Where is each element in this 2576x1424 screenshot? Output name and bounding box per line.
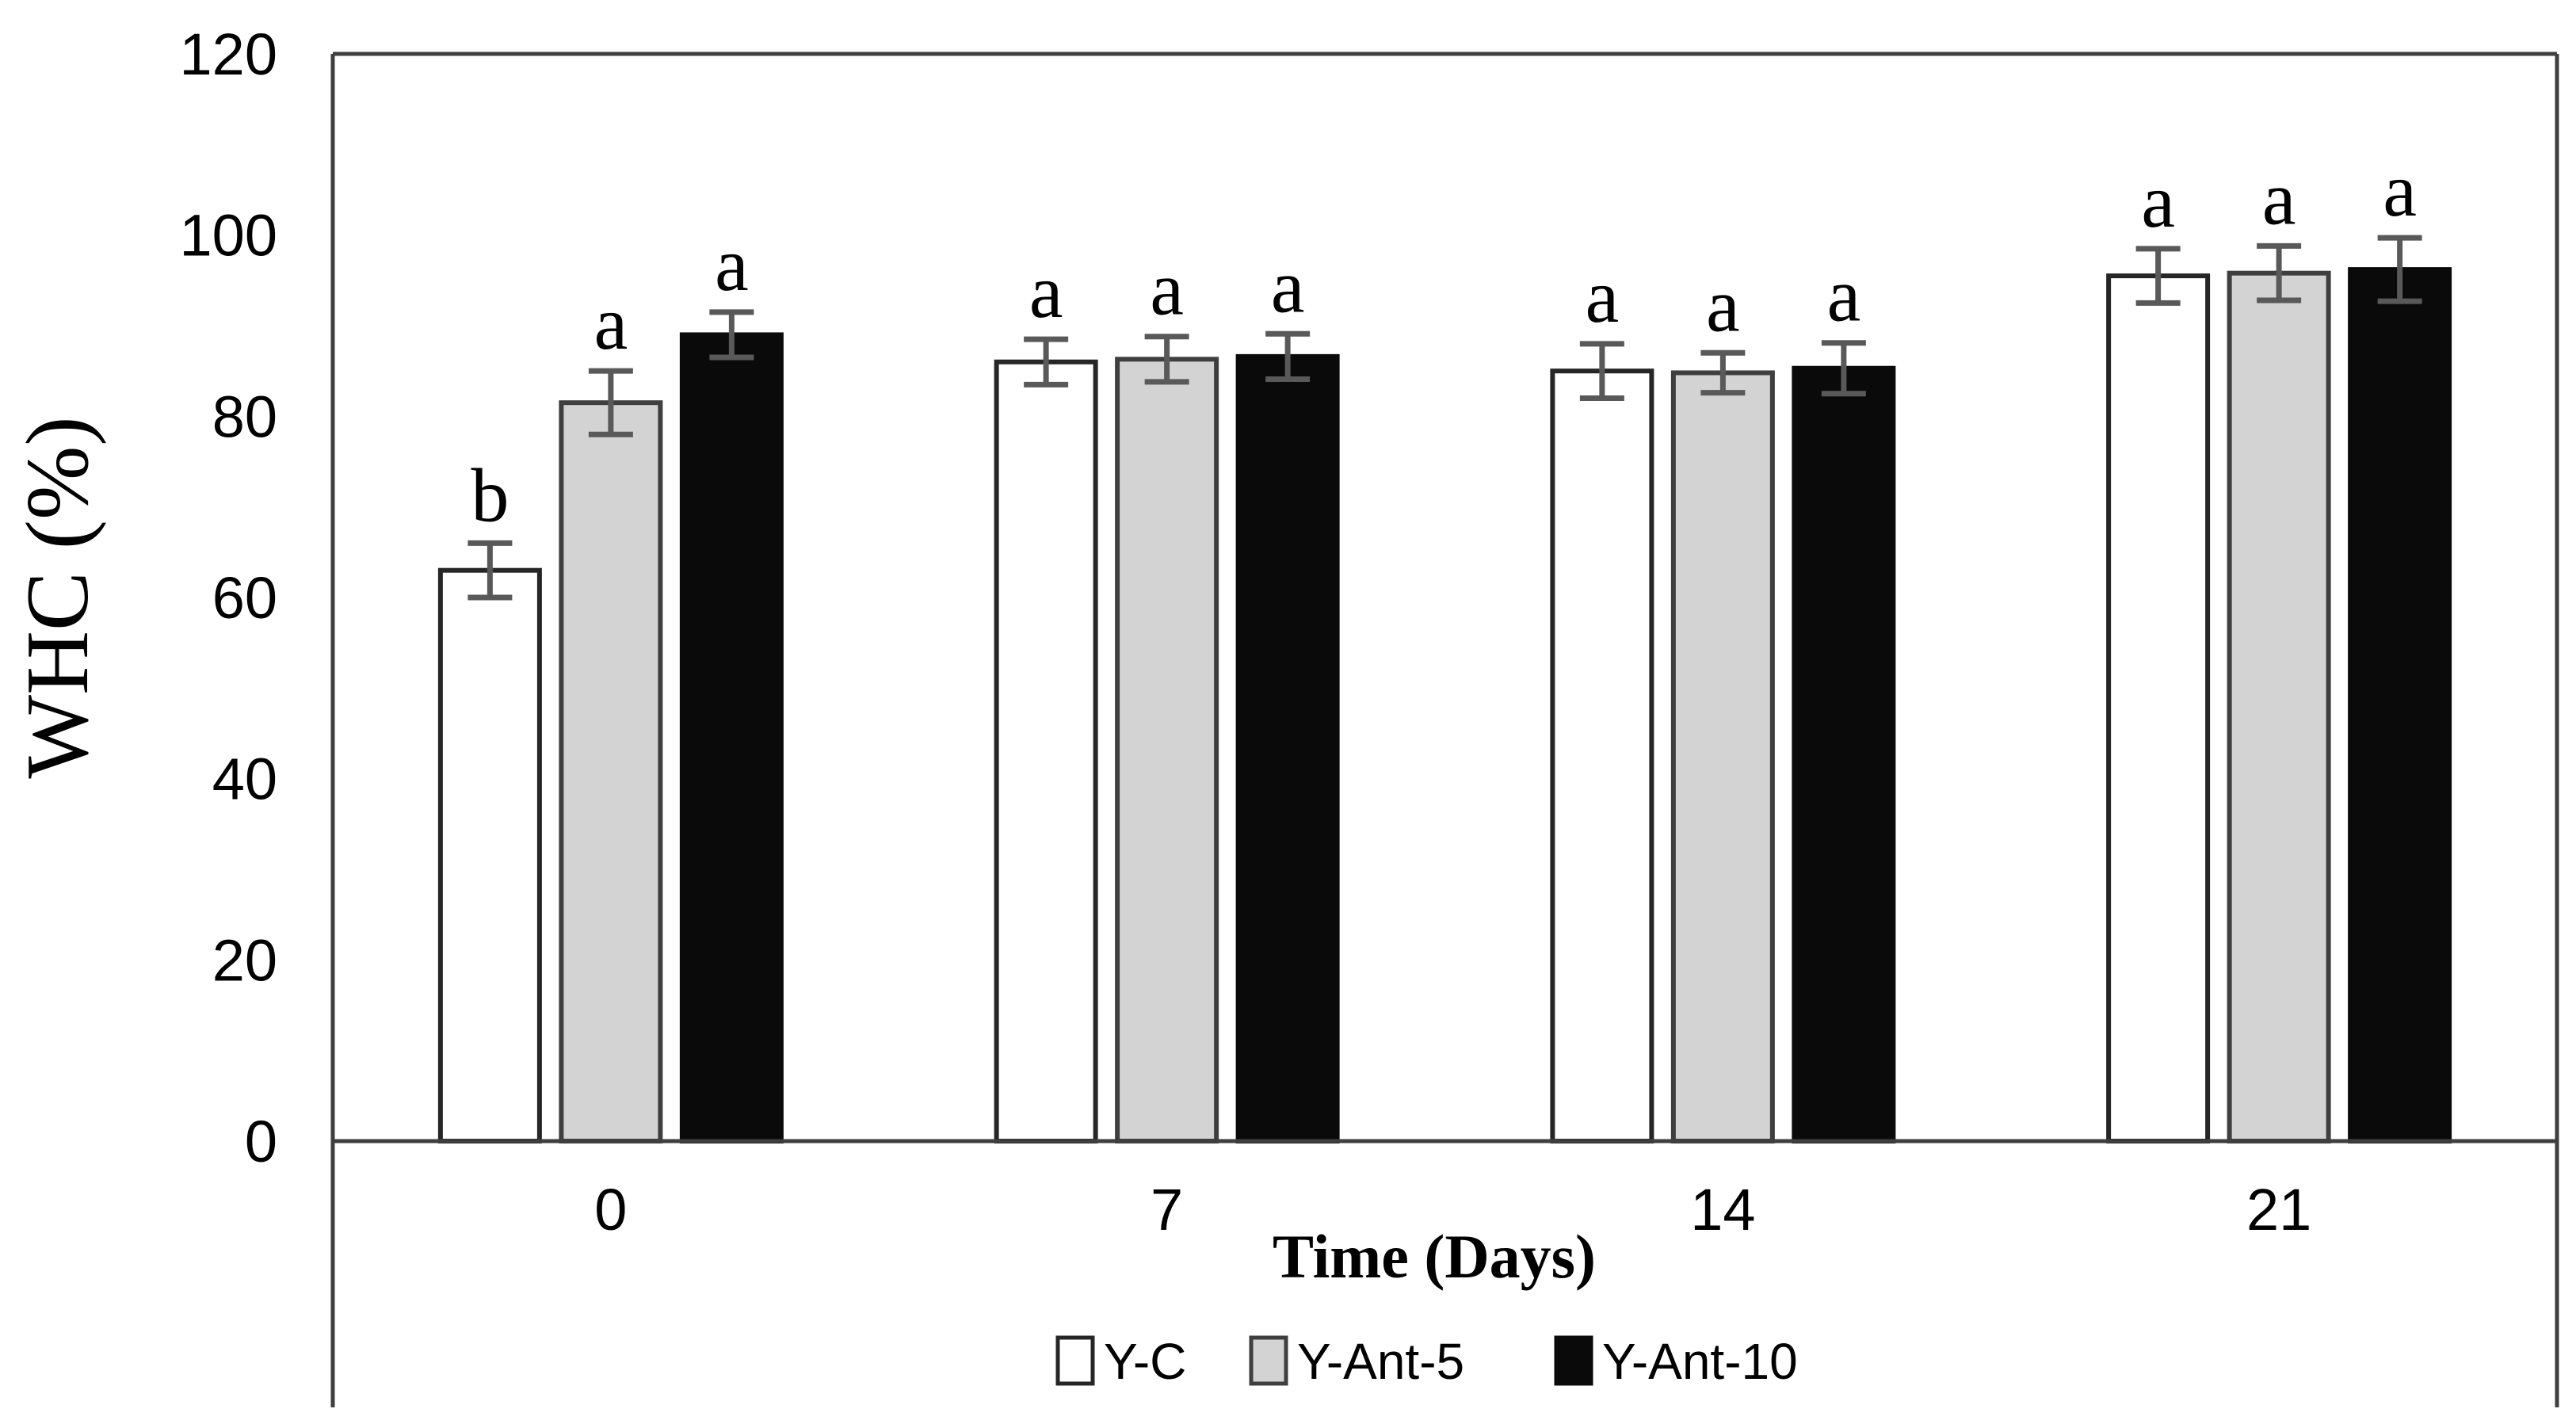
legend-swatch [1249,1335,1288,1386]
x-tick-label: 21 [2246,1177,2311,1243]
error-bar [2135,246,2181,306]
legend-item-y-c: Y-C [1055,1333,1186,1390]
error-bar [588,368,633,437]
significance-label: b [471,452,509,537]
y-tick-label: 120 [180,21,277,87]
y-tick-label: 80 [212,384,277,449]
legend-label: Y-Ant-5 [1297,1333,1464,1390]
error-bar [1024,336,1069,387]
error-bar [1144,334,1189,385]
y-axis-title: WHC (%) [9,416,107,778]
significance-label: a [1706,262,1740,347]
y-tick-label: 60 [212,565,277,631]
x-tick-label: 14 [1690,1177,1755,1243]
error-bar [1579,341,1624,401]
x-tick-label: 7 [1151,1177,1183,1243]
bar-y-c-day-0 [437,567,542,1143]
significance-label: a [2141,158,2175,243]
legend-item-y-ant-10: Y-Ant-10 [1554,1333,1798,1390]
significance-label: a [715,222,749,307]
bar-y-c-day-21 [2106,273,2211,1143]
legend-label: Y-C [1104,1333,1186,1390]
bar-y-ant-10-day-21 [2348,267,2452,1144]
significance-label: a [1029,249,1063,334]
y-tick-label: 40 [212,746,277,812]
bar-y-ant-10-day-14 [1792,365,1896,1143]
y-tick-label: 100 [180,203,277,269]
significance-label: a [1586,254,1620,338]
significance-label: a [1827,253,1861,338]
bar-y-ant-10-day-7 [1235,353,1340,1143]
bar-y-ant-5-day-14 [1670,370,1775,1144]
legend-swatch [1055,1335,1095,1386]
axis-frame [330,52,2559,1407]
bars-layer [437,235,2452,1144]
bar-y-ant-10-day-0 [679,332,784,1143]
legend-swatch [1554,1335,1593,1386]
error-bar [709,309,754,361]
significance-label: a [2383,147,2417,232]
significance-label: a [1150,246,1184,331]
error-bar [2257,242,2302,304]
significance-label: a [1271,243,1305,328]
bar-y-ant-5-day-0 [559,400,663,1143]
legend-label: Y-Ant-10 [1602,1333,1798,1390]
bar-y-c-day-7 [994,359,1098,1143]
error-bar [1821,340,1866,397]
error-bar [467,540,513,601]
significance-label: a [2262,155,2296,240]
bar-y-ant-5-day-21 [2227,270,2331,1144]
bar-y-ant-5-day-7 [1115,357,1219,1143]
significance-label: a [594,281,628,365]
error-bar [1265,330,1311,382]
x-axis-title: Time (Days) [1273,1222,1596,1291]
bar-y-c-day-14 [1550,368,1654,1143]
y-tick-label: 0 [245,1109,277,1174]
legend: Y-C Y-Ant-5 Y-Ant-10 [1055,1333,1798,1390]
legend-item-y-ant-5: Y-Ant-5 [1249,1333,1464,1390]
y-tick-label: 20 [212,927,277,993]
labels-layer: b a a 0 a a a 7 a a a 14 a a a 21 0 20 40 60 80 100 120 [180,21,2417,1243]
error-bar [1700,349,1746,396]
x-tick-label: 0 [594,1177,627,1243]
error-bar [2377,235,2422,304]
